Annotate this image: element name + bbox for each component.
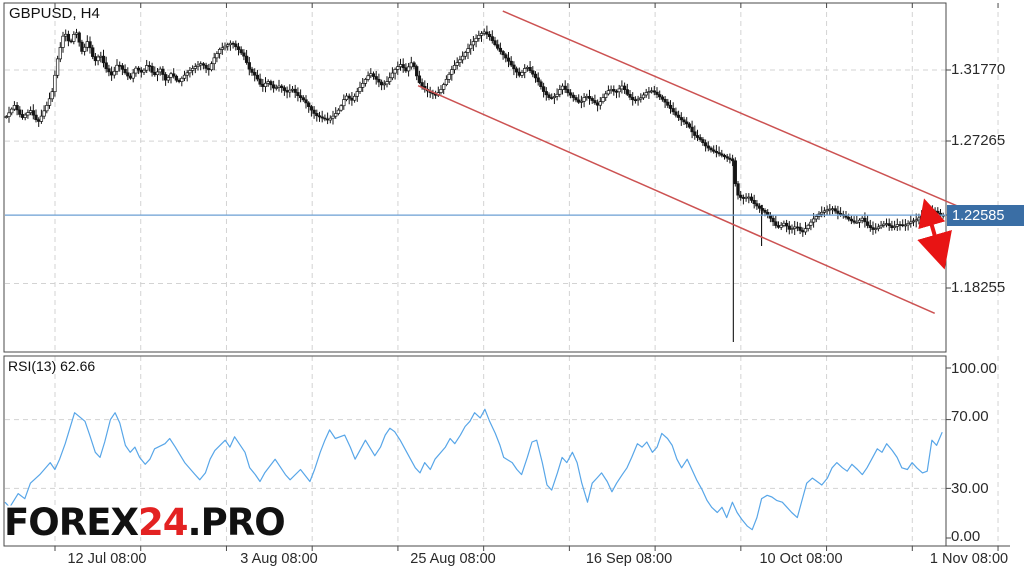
rsi-axis-label-70: 70.00 xyxy=(951,408,989,425)
time-axis-label-6: 1 Nov 08:00 xyxy=(929,551,1009,567)
logo-text-24: 24 xyxy=(138,501,188,544)
annotations-layer xyxy=(5,10,991,314)
time-axis-label-4: 16 Sep 08:00 xyxy=(585,551,673,567)
price-axis-label-1: 1.31770 xyxy=(951,61,1006,78)
time-axis-label-5: 10 Oct 08:00 xyxy=(759,551,843,567)
rsi-axis-label-30: 30.00 xyxy=(951,480,989,497)
current-price-tag: 1.22585 xyxy=(947,205,1024,226)
rsi-indicator-label: RSI(13) 62.66 xyxy=(8,358,96,374)
logo-text-forex: FOREX xyxy=(4,501,139,544)
brand-logo[interactable]: FOREX24.PRO xyxy=(4,501,286,544)
price-axis-label-2: 1.27265 xyxy=(951,132,1006,149)
rsi-line-layer xyxy=(4,408,943,531)
logo-text-pro: .PRO xyxy=(187,501,286,544)
rsi-axis-label-0: 0.00 xyxy=(951,528,981,545)
time-axis-label-3: 25 Aug 08:00 xyxy=(410,551,496,567)
rsi-axis-label-100: 100.00 xyxy=(951,360,997,377)
time-axis-label-1: 12 Jul 08:00 xyxy=(67,551,147,567)
panel-borders-layer xyxy=(3,2,1010,547)
candlestick-layer xyxy=(4,25,945,343)
price-axis-label-3: 1.18255 xyxy=(951,279,1006,296)
chart-title: GBPUSD, H4 xyxy=(9,5,100,22)
gridlines-layer xyxy=(5,3,999,551)
time-axis-label-2: 3 Aug 08:00 xyxy=(240,551,318,567)
